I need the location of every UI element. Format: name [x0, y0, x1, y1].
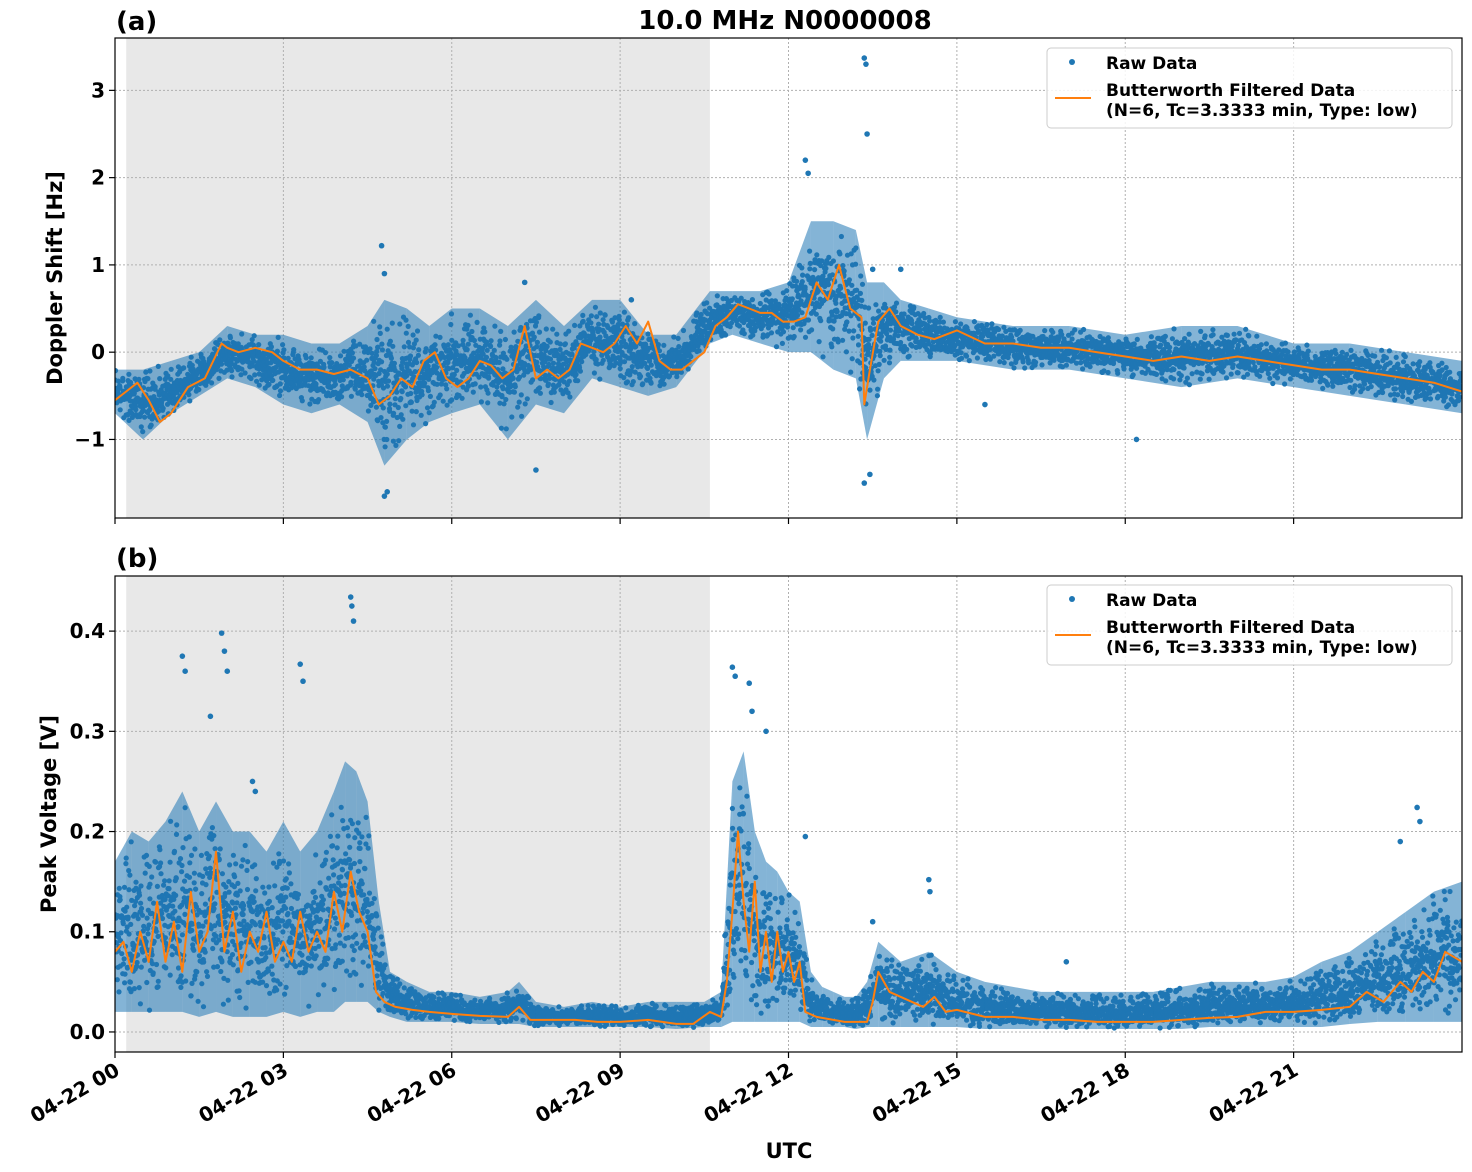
shaded-region	[126, 38, 710, 518]
raw-data-series	[115, 55, 1462, 499]
panel-a-shaded-region	[126, 38, 710, 518]
panel-a-plot-area	[115, 55, 1462, 499]
figure-title: 10.0 MHz N0000008	[638, 6, 931, 36]
